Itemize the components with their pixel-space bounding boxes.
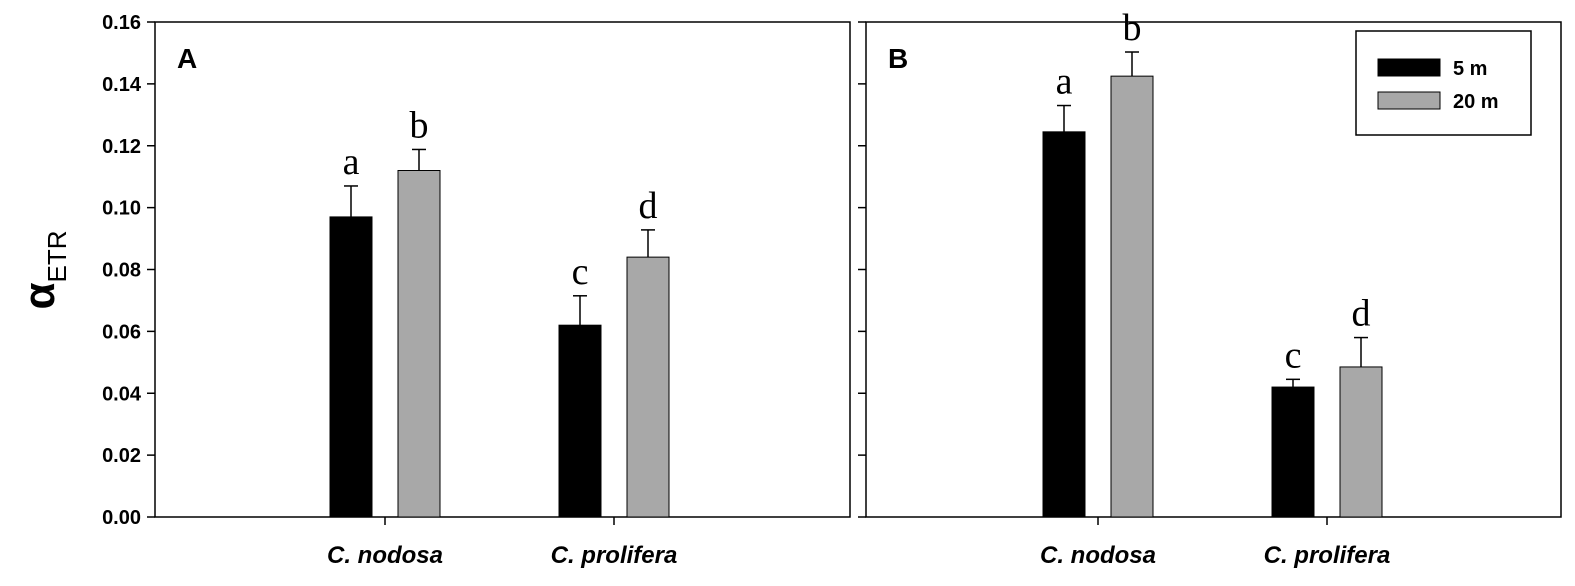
significance-letter: d (1352, 293, 1371, 335)
legend-swatch (1377, 91, 1441, 110)
y-tick-label: 0.12 (102, 136, 141, 158)
significance-letter: c (572, 251, 589, 293)
panel-B: C. nodosa C. prolifera Ba c b d 5 m 20 m (858, 7, 1562, 569)
plot-frame (154, 21, 851, 518)
legend-label: 20 m (1453, 91, 1499, 113)
y-axis-subscript: ETR (42, 230, 72, 282)
y-axis-symbol: α (15, 282, 64, 309)
y-axis-label: αETR (15, 230, 72, 309)
category-label: C. nodosa (1040, 542, 1156, 569)
y-tick-label: 0.06 (102, 321, 141, 343)
bar (1339, 366, 1383, 518)
bar (329, 216, 373, 518)
y-tick-label: 0.02 (102, 445, 141, 467)
significance-letter: a (343, 141, 360, 183)
legend-swatch (1377, 58, 1441, 77)
bar (1042, 131, 1086, 518)
bar (626, 256, 670, 518)
category-label: C. nodosa (327, 542, 443, 569)
legend-label: 5 m (1453, 58, 1487, 80)
y-tick-label: 0.04 (102, 383, 142, 405)
y-axis-title: αETR (15, 230, 72, 309)
legend-box (1355, 30, 1532, 136)
significance-letter: d (639, 185, 658, 227)
panel-label: A (177, 43, 197, 74)
y-tick-label: 0.08 (102, 260, 141, 282)
bar (558, 324, 602, 518)
category-label: C. prolifera (1264, 542, 1391, 569)
significance-letter: b (1123, 7, 1142, 49)
significance-letter: b (410, 104, 429, 146)
bar (1271, 386, 1315, 518)
y-tick-label: 0.00 (102, 507, 141, 529)
significance-letter: c (1285, 334, 1302, 376)
y-tick-label: 0.14 (102, 74, 142, 96)
panel-A: 0.00 0.02 0.04 0.06 0.08 0.10 0.12 0.14 0.16 C. n… (102, 12, 851, 569)
y-tick-label: 0.10 (102, 198, 141, 220)
bar (1110, 75, 1154, 518)
panel-label: B (888, 43, 908, 74)
legend: 5 m 20 m (1355, 30, 1532, 136)
significance-letter: a (1056, 61, 1073, 103)
bar (397, 170, 441, 518)
category-label: C. prolifera (551, 542, 678, 569)
y-tick-label: 0.16 (102, 12, 141, 34)
